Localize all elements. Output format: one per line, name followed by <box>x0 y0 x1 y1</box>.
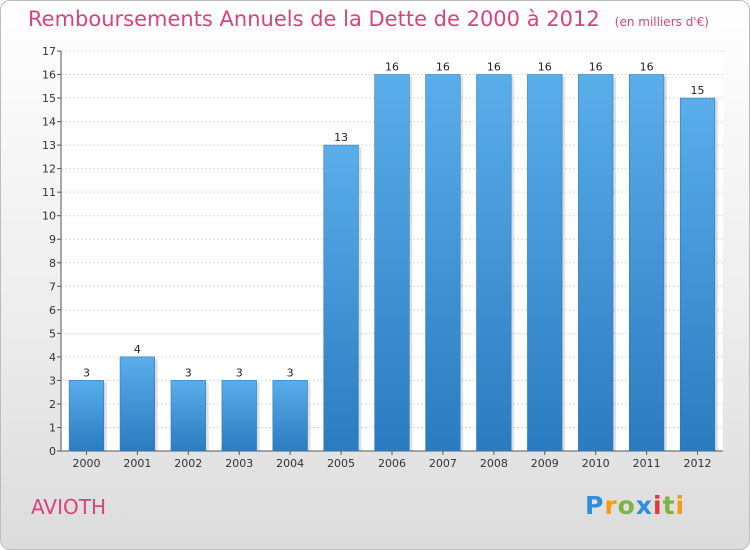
chart-unit: (en milliers d'€) <box>614 15 709 29</box>
data-label: 13 <box>334 131 348 144</box>
y-tick-label: 12 <box>42 163 56 176</box>
data-label: 16 <box>640 61 654 74</box>
y-tick-label: 0 <box>49 445 56 458</box>
bar <box>629 74 665 452</box>
x-tick-label: 2003 <box>225 457 253 470</box>
data-label: 3 <box>83 366 90 379</box>
bar <box>221 380 257 452</box>
chart-title: Remboursements Annuels de la Dette de 20… <box>28 7 600 31</box>
y-tick-label: 4 <box>49 351 56 364</box>
bar <box>272 380 308 452</box>
data-label: 15 <box>691 84 705 97</box>
y-tick-label: 10 <box>42 210 56 223</box>
proxiti-logo: Proxiti <box>585 491 685 520</box>
bar <box>425 74 461 452</box>
y-tick-label: 15 <box>42 92 56 105</box>
bar <box>119 356 155 452</box>
logo-letter: i <box>653 491 663 520</box>
y-tick-label: 9 <box>49 233 56 246</box>
bar <box>679 97 716 452</box>
y-tick-label: 14 <box>42 116 56 129</box>
x-tick-label: 2011 <box>633 457 661 470</box>
y-tick-label: 8 <box>49 257 56 270</box>
data-label: 16 <box>436 61 450 74</box>
bar <box>374 74 410 452</box>
chart-title-block: Remboursements Annuels de la Dette de 20… <box>28 7 709 31</box>
data-label: 16 <box>487 61 501 74</box>
bar <box>527 74 563 452</box>
data-label: 3 <box>236 366 243 379</box>
x-tick-label: 2001 <box>123 457 151 470</box>
x-tick-label: 2004 <box>276 457 304 470</box>
logo-letter: i <box>675 491 686 520</box>
y-tick-label: 5 <box>49 327 56 340</box>
data-label: 16 <box>385 61 399 74</box>
bar <box>68 380 105 452</box>
data-label: 16 <box>589 61 603 74</box>
y-tick-label: 16 <box>42 69 56 82</box>
y-tick-label: 3 <box>49 374 56 387</box>
data-label: 16 <box>538 61 552 74</box>
x-tick-label: 2008 <box>480 457 508 470</box>
data-label: 4 <box>134 343 141 356</box>
x-tick-label: 2005 <box>327 457 355 470</box>
x-tick-label: 2000 <box>72 457 100 470</box>
place-name: AVIOTH <box>31 495 106 519</box>
y-tick-label: 11 <box>42 186 56 199</box>
logo-letter: P <box>585 491 605 520</box>
y-tick-label: 2 <box>49 398 56 411</box>
data-label: 3 <box>185 366 192 379</box>
y-tick-label: 1 <box>49 421 56 434</box>
logo-letter: t <box>662 491 676 520</box>
bar <box>323 144 359 452</box>
data-label: 3 <box>287 366 294 379</box>
bar <box>170 380 206 452</box>
logo-letter: o <box>617 491 636 520</box>
y-tick-label: 17 <box>42 45 56 58</box>
bar <box>578 74 614 452</box>
logo-letter: x <box>635 491 653 520</box>
x-tick-label: 2002 <box>174 457 202 470</box>
y-tick-label: 7 <box>49 280 56 293</box>
y-tick-label: 6 <box>49 304 56 317</box>
x-tick-label: 2009 <box>531 457 559 470</box>
x-tick-label: 2006 <box>378 457 406 470</box>
x-tick-label: 2007 <box>429 457 457 470</box>
logo-letter: r <box>604 491 618 520</box>
x-tick-label: 2012 <box>684 457 712 470</box>
x-tick-label: 2010 <box>582 457 610 470</box>
y-tick-label: 13 <box>42 139 56 152</box>
bar <box>476 74 512 452</box>
